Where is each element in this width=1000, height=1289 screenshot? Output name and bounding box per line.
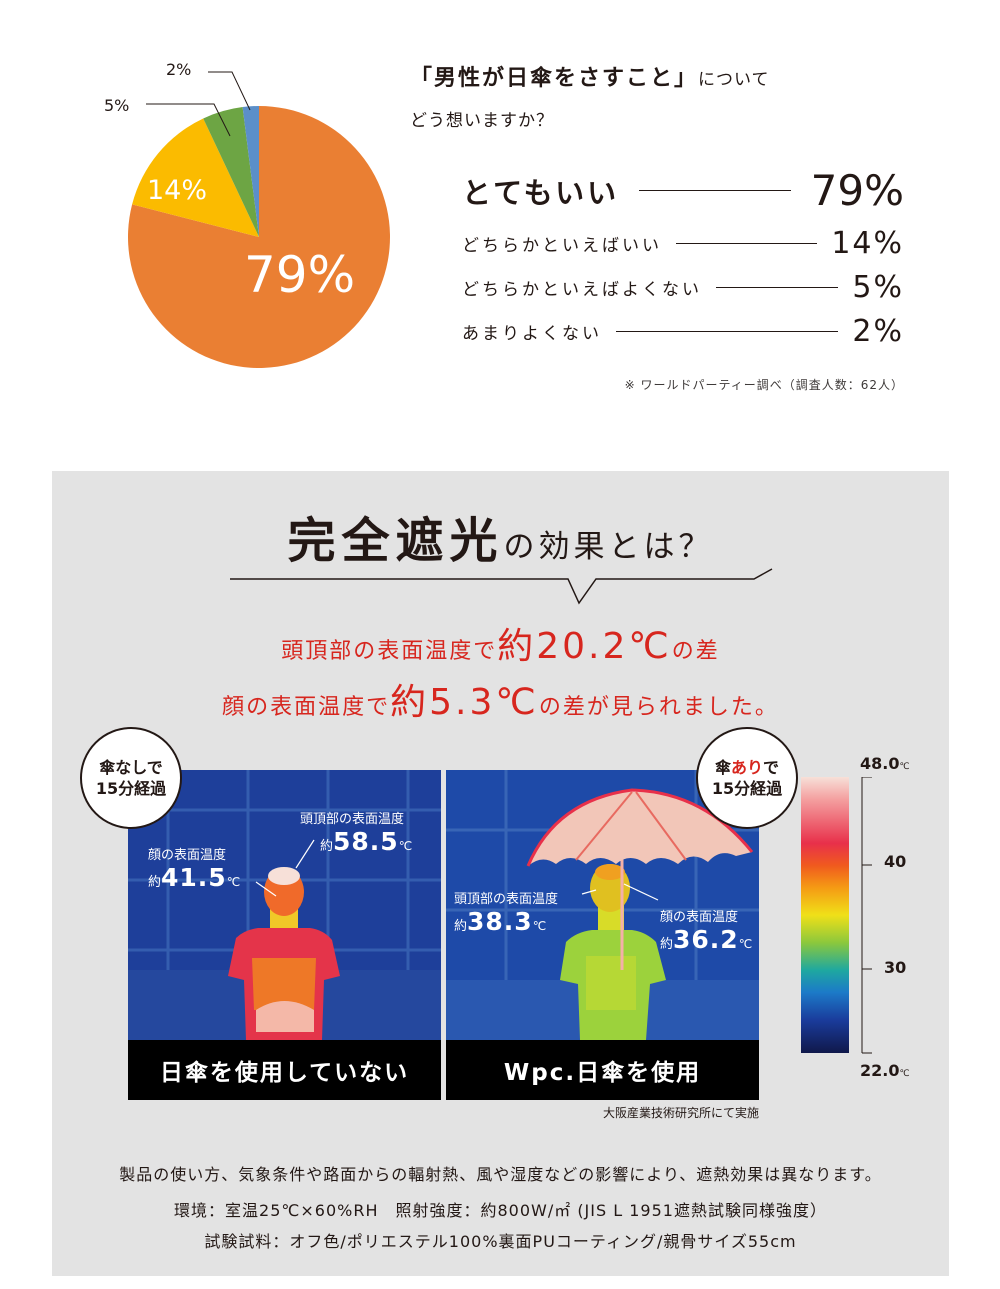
head-diff-value: 約20.2℃ <box>497 626 672 667</box>
face-temp-difference: 顔の表面温度で約5.3℃の差が見られました。 <box>52 673 949 725</box>
answer-label: あまりよくない <box>462 324 602 344</box>
answer-rule <box>676 243 818 244</box>
answer-rule <box>716 287 839 288</box>
survey-question: 「男性が日傘をさすこと」について <box>410 60 770 92</box>
pie-slice-5 <box>203 107 259 237</box>
head-temp-value: 約38.3℃ <box>454 907 558 936</box>
face-diff-value: 約5.3℃ <box>390 682 539 723</box>
callout-line-5 <box>146 103 231 137</box>
badge-line1: 傘なしで <box>99 758 163 777</box>
head-temp-label: 頭頂部の表面温度 <box>300 812 405 827</box>
answer-value: 5% <box>852 270 904 305</box>
answer-row: どちらかといえばよくない 5% <box>462 270 904 305</box>
pie-slice-14 <box>132 118 259 237</box>
face-temp-label: 顔の表面温度 <box>660 910 739 925</box>
number: 41.5 <box>161 863 227 892</box>
face-temp-label: 顔の表面温度 <box>148 848 227 863</box>
answer-rule <box>639 190 791 191</box>
answer-label: とてもいい <box>462 175 620 210</box>
head-temp-annotation: 頭頂部の表面温度 約38.3℃ <box>454 888 558 936</box>
number: 48.0 <box>860 754 900 773</box>
head-temp-label: 頭頂部の表面温度 <box>454 892 559 907</box>
temperature-color-scale <box>801 777 849 1053</box>
thermal-photo-without-umbrella: 頭頂部の表面温度 約58.5℃ 顔の表面温度 約41.5℃ 日傘を使用していない <box>128 770 441 1100</box>
speech-bubble-underline <box>230 568 773 605</box>
badge-without-umbrella: 傘なしで 15分経過 <box>80 727 182 829</box>
question-quote: 「男性が日傘をさすこと」 <box>410 66 699 91</box>
headline-sub: の効果とは？ <box>503 529 714 565</box>
pie-slice-label-5: 5% <box>104 96 130 115</box>
photo-caption: 日傘を使用していない <box>128 1040 441 1100</box>
face-temp-annotation: 顔の表面温度 約36.2℃ <box>660 906 752 954</box>
badge-line2: 15分経過 <box>95 779 167 798</box>
answer-value: 2% <box>852 314 904 349</box>
answer-label: どちらかといえばよくない <box>462 280 702 300</box>
answer-rule <box>616 331 839 332</box>
answer-value: 14% <box>831 226 904 261</box>
head-temp-difference: 頭頂部の表面温度で約20.2℃の差 <box>52 617 949 669</box>
survey-note: ※ ワールドパーティー調べ（調査人数：62人） <box>624 378 904 392</box>
prefix: 約 <box>148 875 162 890</box>
answer-row: とてもいい 79% <box>462 166 904 215</box>
unit: ℃ <box>738 937 753 951</box>
callout-line-2 <box>208 71 251 111</box>
footnote-environment: 環境：室温25℃×60%RH 照射強度：約800W/㎡ (JIS L 1951遮… <box>174 1201 827 1220</box>
unit: ℃ <box>226 875 241 889</box>
badge-with-umbrella: 傘ありで 15分経過 <box>696 727 798 829</box>
text: で <box>763 758 780 777</box>
question-suffix: について <box>698 70 770 90</box>
footnote-sample: 試験試料：オフ色/ポリエステル100%裏面PUコーティング/親骨サイズ55cm <box>204 1232 797 1251</box>
answer-label: どちらかといえばいい <box>462 236 662 256</box>
number: 38.3 <box>467 907 533 936</box>
answer-value: 79% <box>810 166 904 215</box>
pie-slice-2 <box>242 106 259 237</box>
face-temp-value: 約41.5℃ <box>148 863 240 892</box>
text: 頭頂部の表面温度で <box>281 639 498 664</box>
pie-slice-label-79: 79% <box>244 246 356 304</box>
text: 顔の表面温度で <box>222 695 391 720</box>
headline-main: 完全遮光 <box>287 513 504 569</box>
number: 58.5 <box>333 827 399 856</box>
badge-line2: 15分経過 <box>711 779 783 798</box>
scale-min-label: 22.0℃ <box>860 1061 910 1080</box>
footnote-disclaimer: 製品の使い方、気象条件や路面からの輻射熱、風や湿度などの影響により、遮熱効果は異… <box>119 1165 882 1184</box>
head-temp-value: 約58.5℃ <box>320 827 412 856</box>
scale-tick-40: 40 <box>884 852 907 871</box>
effect-headline: 完全遮光の効果とは？ <box>52 501 949 571</box>
test-source-note: 大阪産業技術研究所にて実施 <box>602 1106 759 1120</box>
answer-row: どちらかといえばいい 14% <box>462 226 904 261</box>
number: 22.0 <box>860 1061 900 1080</box>
unit: ℃ <box>532 919 547 933</box>
number: 36.2 <box>673 925 739 954</box>
survey-question-line2: どう想いますか？ <box>410 111 554 131</box>
pie-slice-label-14: 14% <box>147 175 208 206</box>
prefix: 約 <box>320 839 334 854</box>
survey-pie-chart <box>128 106 390 368</box>
face-temp-value: 約36.2℃ <box>660 925 752 954</box>
photo-caption: Wpc.日傘を使用 <box>446 1040 759 1100</box>
badge-line1: 傘ありで <box>715 757 779 778</box>
unit: ℃ <box>899 762 910 772</box>
unit: ℃ <box>398 839 413 853</box>
text: 傘 <box>714 758 731 777</box>
text: の差が見られました。 <box>538 695 779 720</box>
shading-effect-section: 完全遮光の効果とは？ 頭頂部の表面温度で約20.2℃の差 顔の表面温度で約5.3… <box>52 471 949 1276</box>
scale-tick-30: 30 <box>884 958 907 977</box>
head-temp-annotation: 頭頂部の表面温度 約58.5℃ <box>300 808 412 856</box>
prefix: 約 <box>454 919 468 934</box>
face-temp-annotation: 顔の表面温度 約41.5℃ <box>148 844 240 892</box>
highlight: あり <box>730 758 763 777</box>
thermal-photo-with-umbrella: 頭頂部の表面温度 約38.3℃ 顔の表面温度 約36.2℃ Wpc.日傘を使用 <box>446 770 759 1100</box>
text: の差 <box>671 639 720 664</box>
scale-axis <box>861 777 872 1054</box>
pie-callout-lines <box>146 71 251 137</box>
unit: ℃ <box>899 1069 910 1079</box>
pie-slice-79 <box>128 106 390 368</box>
pie-slice-label-2: 2% <box>166 60 192 79</box>
prefix: 約 <box>660 937 674 952</box>
answer-row: あまりよくない 2% <box>462 314 904 349</box>
scale-max-label: 48.0℃ <box>860 754 910 773</box>
